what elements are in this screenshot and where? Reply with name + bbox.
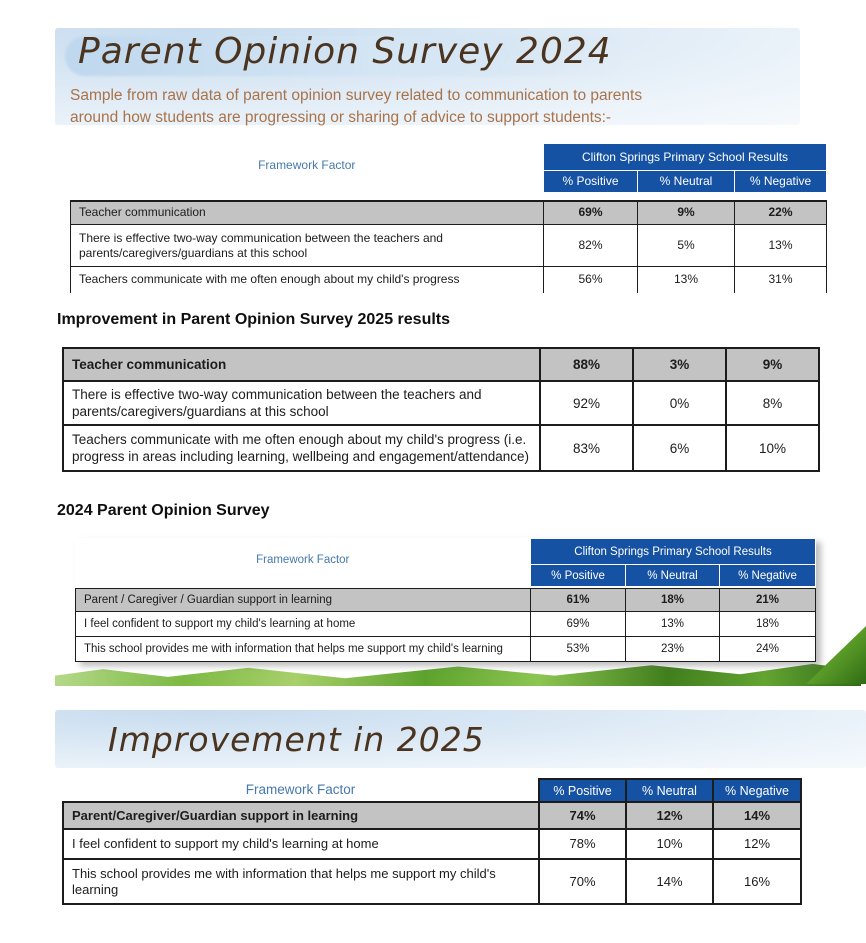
positive-value: 69% — [530, 611, 626, 637]
negative-value: 31% — [733, 266, 828, 293]
table-row: This school provides me with information… — [62, 858, 802, 905]
factor-cell: Teacher communication — [62, 347, 541, 382]
factor-cell: I feel confident to support my child's l… — [62, 828, 540, 860]
negative-value: 14% — [712, 801, 802, 830]
negative-value: 24% — [718, 636, 817, 662]
school-results-banner: Clifton Springs Primary School Results — [542, 143, 828, 171]
intro-line-2: around how students are progressing or s… — [70, 109, 612, 126]
negative-value: 9% — [725, 347, 820, 382]
positive-value: 83% — [539, 424, 634, 472]
neutral-value: 13% — [637, 266, 735, 293]
table-row: Teacher communication 88% 3% 9% — [62, 347, 820, 382]
neutral-value: 13% — [625, 611, 720, 637]
column-header-neutral: % Neutral — [637, 170, 735, 193]
factor-cell: I feel confident to support my child's l… — [75, 611, 531, 637]
positive-value: 82% — [543, 224, 638, 267]
table-row: Teachers communicate with me often enoug… — [70, 266, 828, 293]
table-2024-communication: Framework Factor Clifton Springs Primary… — [70, 143, 828, 293]
intro-line-1: Sample from raw data of parent opinion s… — [70, 87, 643, 104]
heading-2024-parent-opinion-survey: 2024 Parent Opinion Survey — [57, 502, 270, 519]
column-header-negative: % Negative — [718, 564, 817, 587]
neutral-value: 14% — [625, 858, 714, 905]
neutral-value: 5% — [637, 224, 735, 267]
factor-cell: Teachers communicate with me often enoug… — [70, 266, 544, 293]
neutral-value: 9% — [637, 199, 735, 225]
negative-value: 13% — [733, 224, 828, 267]
table-row: I feel confident to support my child's l… — [75, 611, 817, 637]
factor-cell: This school provides me with information… — [62, 858, 540, 905]
table-row: There is effective two-way communication… — [70, 224, 828, 267]
positive-value: 78% — [538, 828, 627, 860]
table-row: Teacher communication 69% 9% 22% — [70, 199, 828, 225]
negative-value: 22% — [733, 199, 828, 225]
table-row: There is effective two-way communication… — [62, 380, 820, 426]
page-title: Parent Opinion Survey 2024 — [78, 31, 612, 72]
positive-value: 61% — [530, 588, 626, 612]
factor-cell: This school provides me with information… — [75, 636, 531, 662]
positive-value: 88% — [539, 347, 634, 382]
intro-text: Sample from raw data of parent opinion s… — [70, 85, 642, 129]
table-2024-support: Framework Factor Clifton Springs Primary… — [75, 538, 817, 662]
neutral-value: 3% — [632, 347, 727, 382]
improvement-sky-banner — [55, 710, 866, 768]
neutral-value: 0% — [632, 380, 727, 426]
neutral-value: 12% — [625, 801, 714, 830]
negative-value: 18% — [718, 611, 817, 637]
column-header-positive: % Positive — [530, 564, 626, 587]
factor-cell: Parent / Caregiver / Guardian support in… — [75, 588, 531, 612]
column-header-neutral: % Neutral — [625, 564, 720, 587]
column-header-positive: % Positive — [538, 778, 627, 803]
top-sky-banner — [55, 28, 800, 125]
neutral-value: 23% — [625, 636, 720, 662]
positive-value: 56% — [543, 266, 638, 293]
negative-value: 10% — [725, 424, 820, 472]
table-row: I feel confident to support my child's l… — [62, 828, 802, 860]
table-row: This school provides me with information… — [75, 636, 817, 662]
positive-value: 92% — [539, 380, 634, 426]
table-row: Parent / Caregiver / Guardian support in… — [75, 588, 817, 612]
framework-factor-header: Framework Factor — [256, 554, 350, 566]
negative-value: 16% — [712, 858, 802, 905]
positive-value: 69% — [543, 199, 638, 225]
factor-cell: There is effective two-way communication… — [70, 224, 544, 267]
column-header-negative: % Negative — [733, 170, 828, 193]
header-gap — [75, 586, 816, 589]
heading-improvement-2025-results: Improvement in Parent Opinion Survey 202… — [57, 311, 451, 328]
factor-cell: Parent/Caregiver/Guardian support in lea… — [62, 801, 540, 830]
negative-value: 21% — [718, 588, 817, 612]
table-2025-support: Framework Factor % Positive % Neutral % … — [62, 778, 802, 905]
factor-cell: There is effective two-way communication… — [62, 380, 541, 426]
neutral-value: 18% — [625, 588, 720, 612]
positive-value: 70% — [538, 858, 627, 905]
sky-streak-decoration — [65, 36, 625, 76]
neutral-value: 6% — [632, 424, 727, 472]
negative-value: 12% — [712, 828, 802, 860]
column-header-positive: % Positive — [543, 170, 638, 193]
neutral-value: 10% — [625, 828, 714, 860]
framework-factor-header: Framework Factor — [258, 158, 356, 172]
grass-decoration — [55, 663, 861, 686]
school-results-banner: Clifton Springs Primary School Results — [529, 538, 817, 565]
factor-cell: Teacher communication — [70, 199, 544, 225]
factor-cell: Teachers communicate with me often enoug… — [62, 424, 541, 472]
negative-value: 8% — [725, 380, 820, 426]
table-row: Teachers communicate with me often enoug… — [62, 424, 820, 472]
framework-factor-header: Framework Factor — [63, 779, 539, 802]
improvement-2025-title: Improvement in 2025 — [108, 720, 485, 759]
column-header-negative: % Negative — [712, 778, 802, 803]
table-row: Parent/Caregiver/Guardian support in lea… — [62, 801, 802, 830]
positive-value: 74% — [538, 801, 627, 830]
header-gap — [70, 192, 827, 201]
column-header-neutral: % Neutral — [625, 778, 714, 803]
table-2025-communication: Teacher communication 88% 3% 9% There is… — [62, 347, 820, 472]
positive-value: 53% — [530, 636, 626, 662]
